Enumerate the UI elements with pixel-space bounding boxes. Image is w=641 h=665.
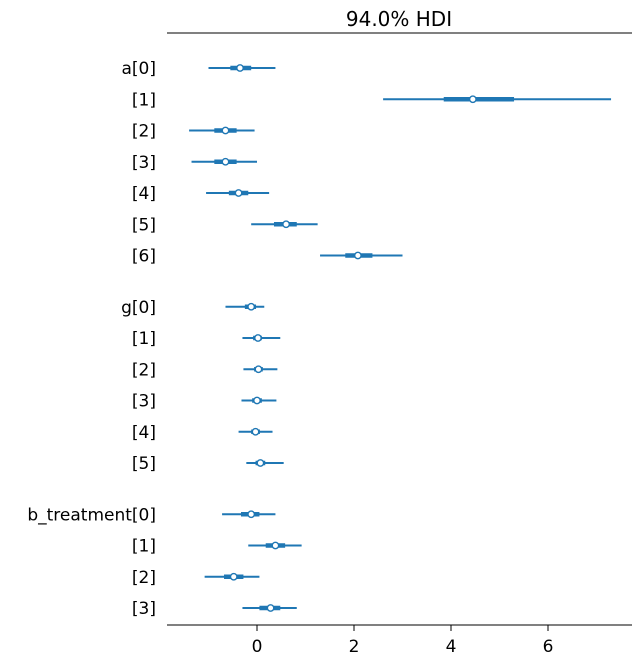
x-tick-label: 4 — [446, 637, 457, 657]
row-label: [2] — [132, 360, 156, 380]
row-label: [5] — [132, 454, 156, 474]
x-tick-label: 6 — [543, 637, 554, 657]
mean-point — [234, 189, 243, 197]
x-axis: 0 2 4 6 — [167, 624, 632, 657]
forest-row: a[0] — [122, 59, 276, 79]
mean-point — [282, 220, 290, 229]
mean-point — [221, 157, 230, 166]
forest-row: [2] — [132, 568, 260, 588]
row-label: [2] — [132, 568, 156, 588]
mean-point — [229, 572, 238, 581]
forest-row: [1] — [132, 537, 302, 557]
forest-row: [1] — [132, 329, 281, 349]
row-label: [3] — [132, 392, 156, 412]
forest-row: [4] — [132, 423, 273, 443]
row-label: [3] — [132, 599, 156, 619]
row-label: [5] — [132, 215, 156, 235]
mean-point — [256, 459, 265, 467]
forest-row: [3] — [132, 392, 277, 412]
x-tick-label: 0 — [252, 637, 263, 657]
row-label: b_treatment[0] — [27, 505, 156, 525]
mean-point — [251, 427, 260, 436]
forest-row: [3] — [132, 599, 297, 619]
forest-row: [5] — [132, 454, 284, 474]
row-label: [4] — [132, 184, 156, 204]
mean-point — [253, 396, 261, 405]
mean-point — [468, 95, 477, 104]
row-label: [1] — [132, 90, 156, 110]
mean-point — [353, 251, 362, 260]
forest-row: [2] — [132, 122, 255, 142]
row-label: [3] — [132, 153, 156, 173]
row-label: a[0] — [122, 59, 157, 79]
x-tick-label: 2 — [349, 637, 360, 657]
rows-layer: a[0] [1] [2] [3] [4] [5] [6] g[0] [1] [2] [3] [4] [5… — [27, 59, 612, 619]
forest-row: [5] — [132, 215, 318, 235]
forest-row: [2] — [132, 360, 278, 380]
mean-point — [236, 64, 244, 72]
forest-row: g[0] — [121, 298, 265, 318]
forest-row: [6] — [132, 247, 403, 267]
chart-title: 94.0% HDI — [346, 7, 452, 31]
mean-point — [254, 334, 262, 342]
mean-point — [247, 302, 256, 311]
forest-row: [1] — [132, 90, 612, 110]
row-label: g[0] — [121, 298, 156, 318]
mean-point — [247, 510, 256, 519]
row-label: [4] — [132, 423, 156, 443]
forest-row: [3] — [132, 153, 257, 173]
row-label: [2] — [132, 122, 156, 142]
mean-point — [266, 604, 275, 612]
row-label: [1] — [132, 537, 156, 557]
mean-point — [221, 126, 230, 135]
mean-point — [254, 365, 263, 374]
row-label: [1] — [132, 329, 156, 349]
forest-row: [4] — [132, 184, 270, 204]
row-label: [6] — [132, 247, 156, 267]
forest-row: b_treatment[0] — [27, 505, 276, 525]
mean-point — [271, 541, 280, 550]
